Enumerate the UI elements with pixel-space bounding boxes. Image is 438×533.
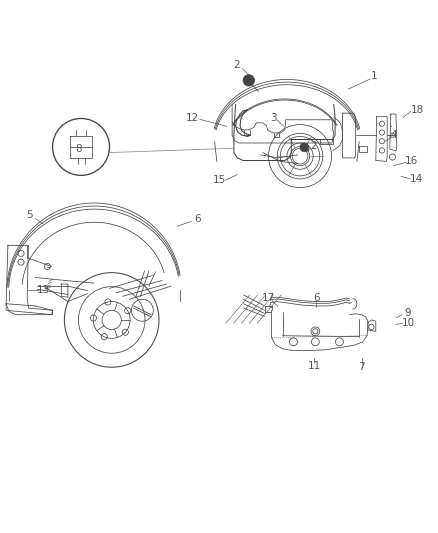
Text: 9: 9 (404, 309, 411, 318)
Text: 12: 12 (186, 112, 199, 123)
Text: 18: 18 (410, 104, 424, 115)
Text: 3: 3 (270, 112, 277, 123)
Text: 8: 8 (75, 144, 82, 154)
Text: 11: 11 (308, 361, 321, 372)
Text: 6: 6 (194, 214, 201, 224)
Text: 4: 4 (391, 130, 398, 140)
Text: 16: 16 (405, 156, 418, 166)
Text: 2: 2 (310, 141, 317, 151)
Text: 10: 10 (402, 318, 415, 328)
Text: 1: 1 (371, 71, 378, 81)
Text: 5: 5 (26, 210, 33, 220)
Text: 7: 7 (358, 362, 365, 372)
Text: 17: 17 (262, 293, 276, 303)
Text: 14: 14 (410, 174, 423, 184)
Text: 2: 2 (233, 60, 240, 70)
Text: 6: 6 (313, 293, 320, 303)
Text: 13: 13 (37, 285, 50, 295)
Circle shape (300, 143, 309, 152)
Text: 15: 15 (213, 175, 226, 185)
Circle shape (243, 75, 254, 86)
